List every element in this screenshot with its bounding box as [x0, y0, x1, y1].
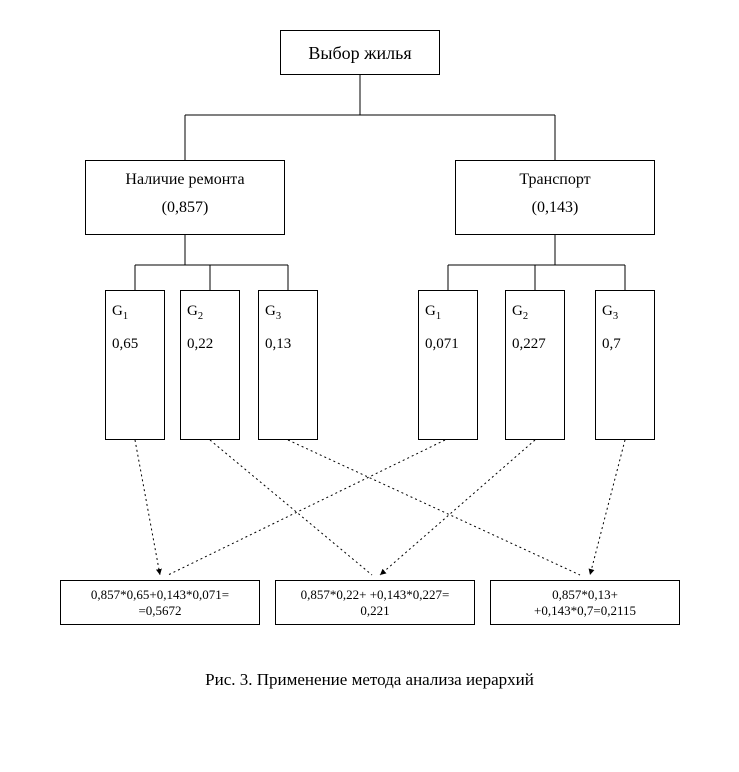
result-line2: +0,143*0,7=0,2115 — [534, 603, 636, 619]
alt-value: 0,13 — [265, 336, 311, 353]
result-line1: 0,857*0,65+0,143*0,071= — [91, 587, 229, 603]
figure-caption: Рис. 3. Применение метода анализа иерарх… — [0, 670, 739, 690]
alt-value: 0,7 — [602, 336, 648, 353]
criterion-weight: (0,143) — [456, 199, 654, 217]
alt-name: G1 — [112, 303, 128, 319]
criterion-weight: (0,857) — [86, 199, 284, 217]
root-label: Выбор жилья — [308, 43, 411, 63]
criterion-node: Транспорт (0,143) — [455, 160, 655, 235]
alt-name: G3 — [602, 303, 618, 319]
alternative-node: G2 0,227 — [505, 290, 565, 440]
alternative-node: G3 0,7 — [595, 290, 655, 440]
alt-name: G1 — [425, 303, 441, 319]
alt-name: G2 — [512, 303, 528, 319]
result-node: 0,857*0,65+0,143*0,071= =0,5672 — [60, 580, 260, 625]
result-node: 0,857*0,13+ +0,143*0,7=0,2115 — [490, 580, 680, 625]
alternative-node: G2 0,22 — [180, 290, 240, 440]
alternative-node: G1 0,071 — [418, 290, 478, 440]
criterion-label: Транспорт — [519, 171, 590, 188]
result-line2: 0,221 — [360, 603, 389, 619]
alt-value: 0,227 — [512, 336, 558, 353]
alt-name: G2 — [187, 303, 203, 319]
alternative-node: G1 0,65 — [105, 290, 165, 440]
alt-name: G3 — [265, 303, 281, 319]
result-node: 0,857*0,22+ +0,143*0,227= 0,221 — [275, 580, 475, 625]
alternative-node: G3 0,13 — [258, 290, 318, 440]
result-line2: =0,5672 — [138, 603, 181, 619]
criterion-node: Наличие ремонта (0,857) — [85, 160, 285, 235]
alt-value: 0,22 — [187, 336, 233, 353]
alt-value: 0,65 — [112, 336, 158, 353]
alt-value: 0,071 — [425, 336, 471, 353]
result-line1: 0,857*0,22+ +0,143*0,227= — [301, 587, 450, 603]
result-line1: 0,857*0,13+ — [552, 587, 618, 603]
criterion-label: Наличие ремонта — [125, 171, 244, 188]
root-node: Выбор жилья — [280, 30, 440, 75]
